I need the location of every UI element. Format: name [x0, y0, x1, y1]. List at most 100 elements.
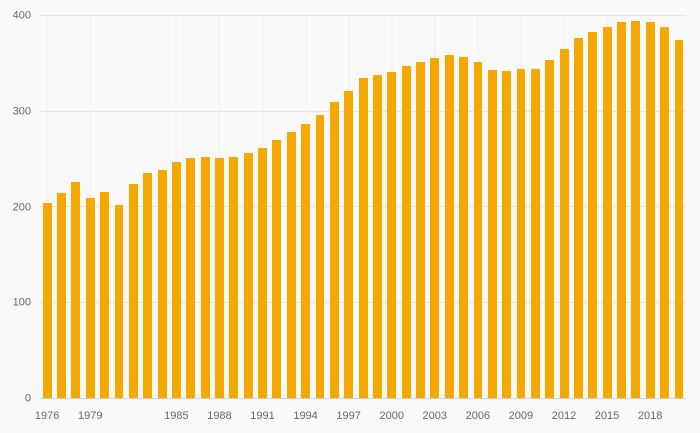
bar-slot — [485, 16, 499, 398]
bar — [100, 191, 110, 398]
bar-slot — [543, 16, 557, 398]
bar-slot — [313, 16, 327, 398]
bar — [430, 58, 440, 398]
bar — [645, 21, 655, 398]
bar-slot — [69, 16, 83, 398]
gridline-horizontal — [40, 15, 686, 16]
bar-slot — [643, 16, 657, 398]
bar-slot — [155, 16, 169, 398]
bar-slot — [614, 16, 628, 398]
bar — [286, 131, 296, 398]
x-tick-label: 2018 — [637, 410, 663, 422]
bar — [42, 203, 52, 398]
bar-slot — [385, 16, 399, 398]
bar — [143, 172, 153, 398]
y-axis: 0 100 200 300 400 — [0, 10, 40, 404]
x-axis: 1976 1979 1985 1988 1991 1994 1997 2000 2003 2006… — [35, 407, 686, 425]
bar-slot — [514, 16, 528, 398]
bar-slot — [442, 16, 456, 398]
bar — [186, 158, 196, 398]
bar — [487, 70, 497, 398]
x-tick-label: 1985 — [164, 410, 189, 422]
bar-slot — [672, 16, 686, 398]
bar — [387, 72, 397, 398]
bar — [502, 71, 512, 398]
bar — [516, 69, 526, 398]
x-tick-label: 2015 — [594, 410, 620, 422]
plot-area — [40, 15, 686, 399]
bar-slot — [356, 16, 370, 398]
bar — [71, 182, 81, 398]
bar-slot — [298, 16, 312, 398]
bar — [229, 157, 239, 398]
y-tick-label: 200 — [12, 201, 31, 213]
bar — [574, 37, 583, 398]
bar-slot — [528, 16, 542, 398]
bar — [588, 32, 598, 398]
y-tick-label: 0 — [24, 392, 31, 405]
bar-slot — [126, 16, 140, 398]
bar — [416, 61, 425, 398]
bar — [373, 75, 382, 398]
x-tick-label: 2006 — [465, 410, 491, 422]
bar-slot — [184, 16, 198, 398]
bar — [660, 27, 670, 398]
bar — [85, 198, 95, 398]
x-tick-label: 1988 — [207, 410, 232, 422]
bar — [114, 205, 124, 398]
bar-slot — [629, 16, 643, 398]
bar — [358, 78, 368, 398]
bar-slot — [141, 16, 155, 398]
bar — [674, 39, 684, 398]
bar — [473, 61, 483, 398]
bar — [559, 49, 569, 398]
bar-slot — [83, 16, 97, 398]
bar-slot — [370, 16, 384, 398]
bar — [459, 57, 469, 398]
bar-slot — [500, 16, 514, 398]
bar — [401, 65, 411, 398]
x-tick-label: 1991 — [250, 410, 275, 422]
x-tick-label: 2000 — [379, 410, 404, 422]
bar-slot — [342, 16, 356, 398]
bar — [602, 27, 612, 398]
bar-slot — [471, 16, 485, 398]
bar — [128, 184, 138, 398]
bar — [57, 192, 66, 398]
bar — [200, 157, 210, 398]
bar — [215, 158, 224, 398]
x-tick-label: 1976 — [34, 410, 60, 422]
bar — [315, 115, 325, 398]
bar-slot — [284, 16, 298, 398]
bar-slot — [657, 16, 671, 398]
x-tick-label: 2009 — [508, 410, 534, 422]
x-tick-label: 2012 — [551, 410, 577, 422]
bar — [617, 21, 626, 398]
y-tick-label: 100 — [12, 296, 31, 309]
bar — [157, 169, 167, 398]
bar-slot — [97, 16, 111, 398]
bar-slot — [112, 16, 126, 398]
bar-slot — [399, 16, 413, 398]
x-tick-label: 1994 — [293, 410, 318, 422]
bar — [530, 68, 540, 398]
x-tick-label: 1979 — [77, 410, 103, 422]
bar — [545, 59, 555, 398]
bar — [344, 90, 354, 398]
bar-slot — [54, 16, 68, 398]
x-tick-label: 1997 — [336, 410, 361, 422]
bar-slot — [227, 16, 241, 398]
bar-slot — [212, 16, 226, 398]
bar — [329, 101, 339, 398]
bar-slot — [600, 16, 614, 398]
bar-slot — [255, 16, 269, 398]
bar-slot — [456, 16, 470, 398]
bar — [444, 55, 454, 398]
bar-slot — [557, 16, 571, 398]
bar-slot — [198, 16, 212, 398]
bar-slot — [327, 16, 341, 398]
x-tick-label: 2003 — [422, 410, 448, 422]
y-tick-label: 300 — [12, 105, 31, 118]
bar-slot — [241, 16, 255, 398]
